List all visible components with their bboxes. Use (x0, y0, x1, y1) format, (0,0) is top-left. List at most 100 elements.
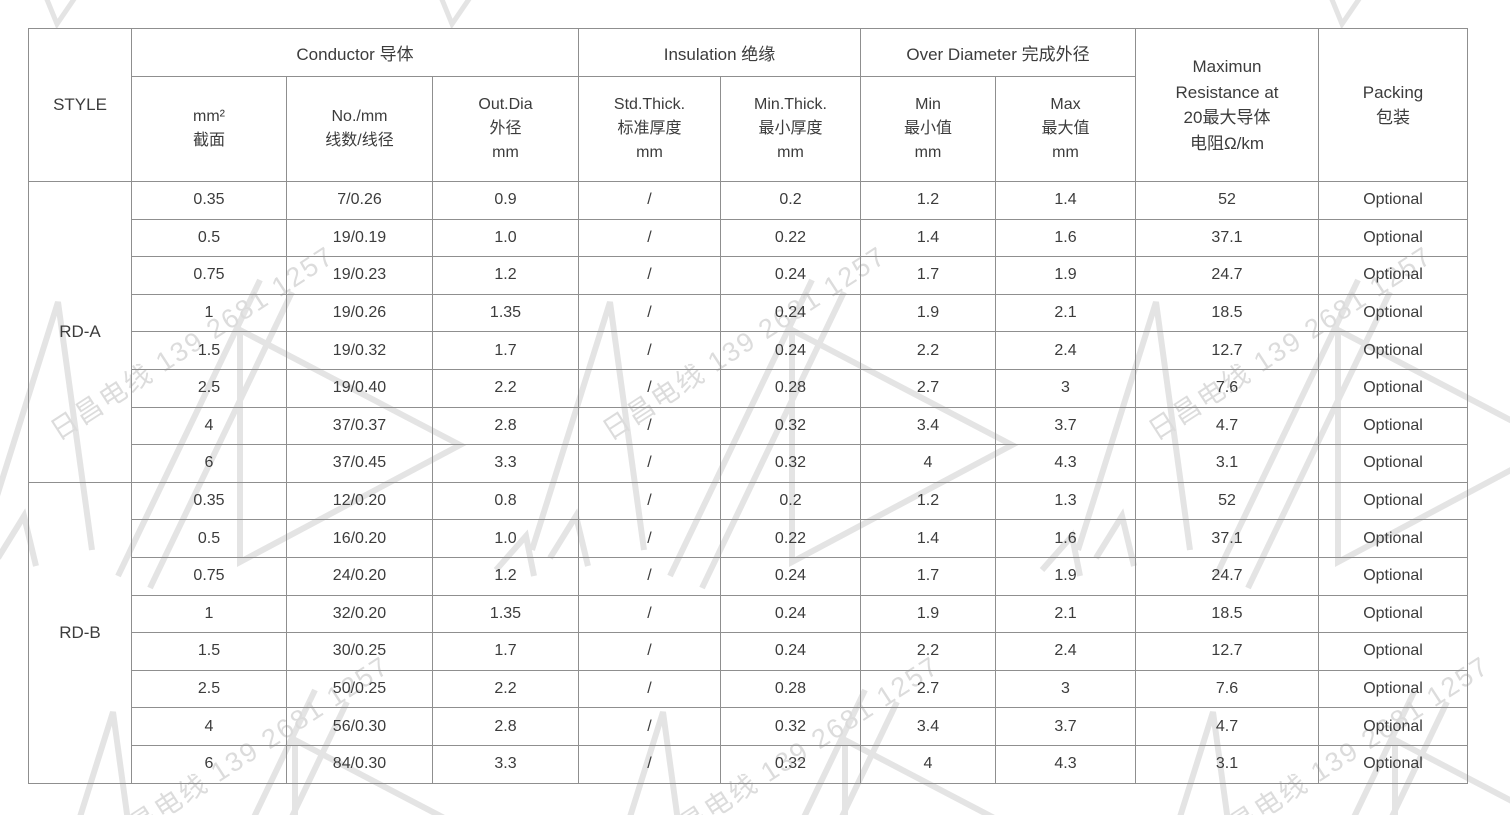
data-cell: 3.4 (860, 406, 996, 446)
table-row: RD-A 0.35 7/0.26 0.9/0.2 1.2 1.4 52 Optional (28, 181, 1468, 483)
data-cell: 0.24 (720, 556, 861, 596)
data-cell: 3.3 (432, 444, 579, 483)
data-cell: 1.9 (860, 594, 996, 634)
data-cell: 2.8 (432, 707, 579, 746)
data-cell: 0.35 (131, 181, 287, 220)
data-cell: 2.2 (432, 669, 579, 709)
data-cell: 1.2 (860, 481, 996, 521)
data-cell: 0.28 (720, 669, 861, 709)
data-cell: 19/0.32 (286, 331, 433, 370)
data-cell: 0.75 (131, 556, 287, 596)
table-row: 2.5 50/0.25 2.2/0.28 2.7 3 7.6 Optional (29, 669, 1468, 709)
data-cell: / (578, 707, 721, 746)
table-row: 1.5 30/0.25 1.7/0.24 2.2 2.4 12.7 Optional (29, 632, 1468, 671)
data-cell: 2.1 (995, 594, 1136, 634)
data-cell: / (578, 293, 721, 333)
data-cell: 1.7 (860, 556, 996, 596)
data-cell: 3.7 (995, 707, 1136, 746)
data-cell: 0.22 (720, 218, 861, 258)
data-cell: Optional (1318, 481, 1468, 521)
table-row: 4 56/0.30 2.8/0.32 3.4 3.7 4.7 Optional (29, 707, 1468, 746)
data-cell: 3.7 (995, 406, 1136, 446)
data-cell: 0.32 (720, 707, 861, 746)
data-cell: 24/0.20 (286, 556, 433, 596)
data-cell: 7.6 (1135, 368, 1319, 408)
data-cell: 24.7 (1135, 256, 1319, 295)
data-cell: Optional (1318, 256, 1468, 295)
data-cell: 1.2 (432, 556, 579, 596)
table-row: 6 37/0.45 3.3/0.32 4 4.3 3.1 Optional (29, 444, 1468, 483)
data-cell: 6 (131, 744, 287, 784)
data-cell: 2.8 (432, 406, 579, 446)
data-cell: 84/0.30 (286, 744, 433, 784)
data-cell: 19/0.23 (286, 256, 433, 295)
data-cell: 1.6 (995, 218, 1136, 258)
out-dia-column-header: Out.Dia 外径 mm (432, 76, 579, 182)
data-cell: 3 (995, 669, 1136, 709)
data-cell: Optional (1318, 218, 1468, 258)
min-column-header: Min 最小值 mm (860, 76, 996, 182)
data-cell: 0.24 (720, 331, 861, 370)
data-cell: / (578, 444, 721, 483)
data-cell: 12.7 (1135, 331, 1319, 370)
data-cell: Optional (1318, 368, 1468, 408)
data-cell: 4.3 (995, 744, 1136, 784)
data-cell: 1.35 (432, 594, 579, 634)
data-cell: 2.5 (131, 368, 287, 408)
data-cell: / (578, 519, 721, 558)
table-row: 1 19/0.26 1.35/0.24 1.9 2.1 18.5 Optional (29, 293, 1468, 333)
data-cell: 19/0.26 (286, 293, 433, 333)
data-cell: 0.9 (432, 181, 579, 220)
table-row: 2.5 19/0.40 2.2/0.28 2.7 3 7.6 Optional (29, 368, 1468, 408)
header-group-row: STYLE Conductor 导体 Insulation 绝缘 Over Di… (28, 28, 1468, 182)
data-cell: / (578, 256, 721, 295)
data-cell: 4.3 (995, 444, 1136, 483)
data-cell: 3.1 (1135, 444, 1319, 483)
data-cell: 19/0.19 (286, 218, 433, 258)
data-cell: 2.2 (432, 368, 579, 408)
data-cell: 0.32 (720, 406, 861, 446)
data-cell: 0.32 (720, 444, 861, 483)
data-cell: 19/0.40 (286, 368, 433, 408)
data-cell: 7/0.26 (286, 181, 433, 220)
data-cell: Optional (1318, 744, 1468, 784)
data-cell: 56/0.30 (286, 707, 433, 746)
data-cell: 4.7 (1135, 707, 1319, 746)
data-cell: 24.7 (1135, 556, 1319, 596)
table-row: 1 32/0.20 1.35/0.24 1.9 2.1 18.5 Optional (29, 594, 1468, 634)
table-row: 0.75 24/0.20 1.2/0.24 1.7 1.9 24.7 Optional (29, 556, 1468, 596)
data-cell: 4 (860, 444, 996, 483)
table-row: 4 37/0.37 2.8/0.32 3.4 3.7 4.7 Optional (29, 406, 1468, 446)
data-cell: / (578, 669, 721, 709)
data-cell: 18.5 (1135, 293, 1319, 333)
cable-spec-table: STYLE Conductor 导体 Insulation 绝缘 Over Di… (28, 28, 1468, 784)
data-cell: 0.2 (720, 181, 861, 220)
header-sub-row: mm² 截面 No./mm 线数/线径 Out.Dia 外径 mm Std.Th… (29, 76, 1468, 182)
data-cell: 0.24 (720, 293, 861, 333)
mm2-column-header: mm² 截面 (131, 76, 287, 182)
data-cell: 6 (131, 444, 287, 483)
table-row: 0.5 16/0.20 1.0/0.22 1.4 1.6 37.1 Optional (29, 519, 1468, 558)
data-cell: 0.22 (720, 519, 861, 558)
data-cell: 0.32 (720, 744, 861, 784)
table-header: STYLE Conductor 导体 Insulation 绝缘 Over Di… (28, 28, 1468, 182)
min-thick-column-header: Min.Thick. 最小厚度 mm (720, 76, 861, 182)
data-cell: Optional (1318, 293, 1468, 333)
data-cell: 7.6 (1135, 669, 1319, 709)
data-cell: Optional (1318, 181, 1468, 220)
data-cell: 3.3 (432, 744, 579, 784)
data-cell: 1.7 (432, 331, 579, 370)
style-cell: RD-B (28, 481, 132, 784)
std-thick-column-header: Std.Thick. 标准厚度 mm (578, 76, 721, 182)
data-cell: Optional (1318, 707, 1468, 746)
data-cell: 37.1 (1135, 218, 1319, 258)
data-cell: 4 (131, 707, 287, 746)
data-cell: / (578, 181, 721, 220)
data-cell: / (578, 594, 721, 634)
conductor-group-header: Conductor 导体 (131, 28, 579, 77)
data-cell: / (578, 218, 721, 258)
data-cell: 1.5 (131, 331, 287, 370)
data-cell: / (578, 556, 721, 596)
data-cell: 1.9 (995, 556, 1136, 596)
